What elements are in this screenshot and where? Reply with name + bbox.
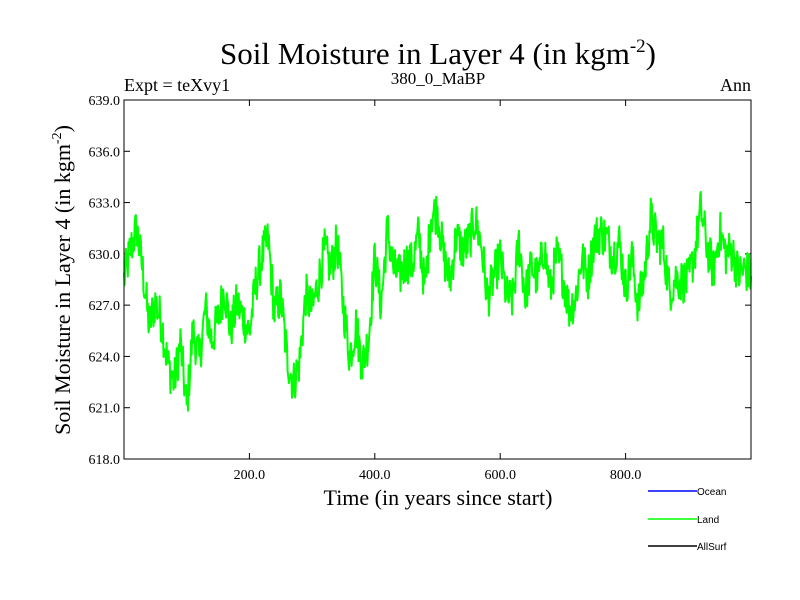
subtitle-left: Expt = teXvy1	[124, 75, 230, 95]
chart-title-main: Soil Moisture in Layer 4 (in kgm	[220, 36, 630, 71]
y-axis-label-close: )	[50, 125, 75, 132]
plot-frame	[124, 100, 751, 459]
y-tick-label: 624.0	[89, 350, 121, 365]
chart: Soil Moisture in Layer 4 (in kgm-2) Expt…	[0, 0, 800, 600]
chart-title: Soil Moisture in Layer 4 (in kgm-2)	[220, 36, 656, 71]
y-axis-label: Soil Moisture in Layer 4 (in kgm-2)	[50, 125, 75, 435]
y-tick-label: 618.0	[89, 453, 121, 468]
x-tick-label: 200.0	[234, 468, 266, 483]
y-axis-label-main: Soil Moisture in Layer 4 (in kgm	[50, 144, 75, 435]
series-layer	[124, 192, 751, 411]
subtitle-right: Ann	[720, 75, 751, 95]
y-tick-label: 636.0	[89, 145, 121, 160]
x-axis-label: Time (in years since start)	[324, 485, 553, 510]
y-tick-label: 633.0	[89, 197, 121, 212]
x-tick-label: 600.0	[484, 468, 516, 483]
x-tick-label: 800.0	[610, 468, 642, 483]
legend: Ocean Land AllSurf	[648, 487, 727, 553]
x-tick-label: 400.0	[359, 468, 391, 483]
y-tick-label: 627.0	[89, 299, 121, 314]
chart-title-sup: -2	[630, 36, 646, 57]
chart-title-close: )	[646, 36, 656, 71]
legend-label-ocean: Ocean	[697, 487, 726, 498]
legend-label-land: Land	[697, 515, 719, 526]
y-axis-label-sup: -2	[50, 132, 65, 144]
y-tick-label: 630.0	[89, 248, 121, 263]
y-tick-label: 639.0	[89, 94, 121, 109]
subtitle-center: 380_0_MaBP	[391, 69, 485, 88]
y-axis-ticks: 618.0 621.0 624.0 627.0 630.0 633.0 636.0 639.0	[89, 94, 752, 468]
y-tick-label: 621.0	[89, 402, 121, 417]
x-axis-ticks: 200.0 400.0 600.0 800.0	[234, 100, 642, 483]
legend-label-allsurf: AllSurf	[697, 542, 727, 553]
series-line-land	[124, 192, 751, 411]
